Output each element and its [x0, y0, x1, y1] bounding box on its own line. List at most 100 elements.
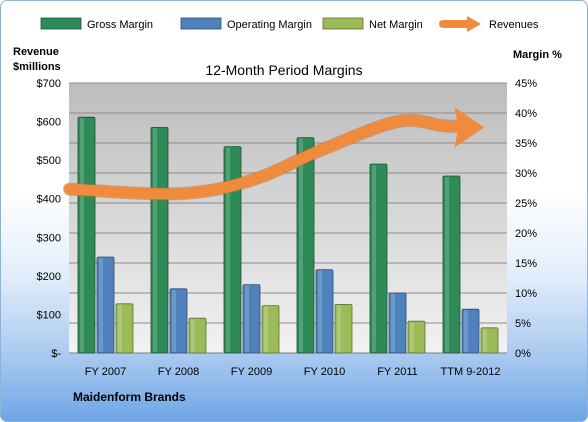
bar-operating-margin: [169, 288, 188, 354]
bar-highlight: [337, 305, 341, 352]
bar-body: [315, 269, 334, 354]
category-label: FY 2009: [231, 366, 272, 378]
bar-highlight: [410, 322, 414, 352]
bar-highlight: [483, 328, 487, 352]
legend-item: Net Margin: [322, 17, 423, 31]
bar-highlight: [80, 118, 84, 352]
bar-highlight: [464, 310, 468, 352]
legend-item: Revenues: [439, 16, 539, 32]
bar-highlight: [118, 304, 122, 352]
category-label: FY 2007: [85, 366, 126, 378]
bar-operating-margin: [461, 308, 480, 354]
bar-body: [77, 116, 96, 354]
bar-highlight: [264, 306, 268, 352]
left-tick-label: $400: [37, 194, 61, 206]
bar-body: [407, 320, 426, 354]
bar-highlight: [445, 177, 449, 352]
left-tick-label: $300: [37, 232, 61, 244]
bar-body: [169, 288, 188, 354]
bar-body: [115, 303, 134, 354]
right-axis-title: Margin %: [513, 49, 562, 61]
bar-body: [461, 308, 480, 354]
legend-swatch: [180, 17, 222, 30]
left-tick-label: $200: [37, 271, 61, 283]
right-tick-label: 10%: [515, 288, 537, 300]
bar-highlight: [172, 289, 176, 352]
category-label: FY 2011: [377, 366, 418, 378]
legend-swatch: [322, 17, 364, 30]
bar-net-margin: [407, 320, 426, 354]
legend-label: Revenues: [489, 19, 539, 31]
bar-body: [150, 127, 169, 354]
revenues-arrow-head: [454, 107, 485, 148]
bar-body: [223, 146, 242, 354]
bar-body: [369, 163, 388, 354]
category-label: FY 2010: [304, 366, 345, 378]
legend: Gross Margin Operating Margin Net Margin Re…: [40, 16, 539, 32]
bar-highlight: [99, 258, 103, 352]
bar-body: [242, 284, 261, 354]
bar-gross-margin: [77, 116, 96, 354]
left-axis-title-line1: Revenue: [13, 46, 59, 58]
right-tick-label: 30%: [515, 168, 537, 180]
right-tick-label: 15%: [515, 258, 537, 270]
bar-body: [96, 256, 115, 354]
bar-gross-margin: [223, 146, 242, 354]
bar-net-margin: [480, 327, 499, 354]
bar-net-margin: [334, 303, 353, 354]
bar-highlight: [245, 285, 249, 352]
bar-body: [480, 327, 499, 354]
right-tick-label: 0%: [515, 348, 531, 360]
right-tick-label: 20%: [515, 228, 537, 240]
bar-body: [334, 303, 353, 354]
chart-title: 12-Month Period Margins: [205, 62, 362, 78]
revenues-arrow-line: [64, 114, 470, 200]
plot-area: 0% 5% 10% 15% 20% 25% 30% 35% 40% 45% $- $100 $200 $3…: [37, 78, 538, 378]
category-label: FY 2008: [158, 366, 199, 378]
left-tick-label: $100: [37, 309, 61, 321]
bar-net-margin: [115, 303, 134, 354]
bar-highlight: [153, 128, 157, 352]
bar-highlight: [318, 270, 322, 352]
category-label: TTM 9-2012: [441, 366, 501, 378]
bar-highlight: [391, 294, 395, 352]
right-tick-label: 40%: [515, 108, 537, 120]
legend-item: Gross Margin: [40, 17, 153, 31]
left-axis-title: Revenue $millions: [13, 45, 61, 75]
bar-body: [261, 305, 280, 354]
bar-gross-margin: [369, 163, 388, 354]
left-axis-title-line2: $millions: [13, 61, 61, 73]
legend-item: Operating Margin: [180, 17, 312, 31]
left-tick-label: $700: [37, 78, 61, 90]
company-name: Maidenform Brands: [73, 390, 186, 404]
bar-operating-margin: [388, 292, 407, 354]
bar-body: [188, 317, 207, 354]
right-tick-label: 5%: [515, 318, 531, 330]
right-tick-label: 25%: [515, 198, 537, 210]
bar-net-margin: [261, 305, 280, 354]
right-tick-label: 35%: [515, 138, 537, 150]
bar-operating-margin: [242, 284, 261, 354]
legend-label: Operating Margin: [227, 19, 312, 31]
legend-arrow-head: [467, 16, 481, 32]
bar-highlight: [299, 138, 303, 352]
bar-operating-margin: [96, 256, 115, 354]
legend-label: Net Margin: [369, 19, 423, 31]
bar-body: [442, 175, 461, 354]
legend-swatch: [40, 17, 82, 30]
left-tick-label: $-: [51, 348, 61, 360]
left-tick-label: $600: [37, 117, 61, 129]
bar-operating-margin: [315, 269, 334, 354]
bar-gross-margin: [296, 137, 315, 354]
bar-highlight: [226, 147, 230, 352]
left-tick-label: $500: [37, 155, 61, 167]
bar-gross-margin: [442, 175, 461, 354]
legend-label: Gross Margin: [87, 19, 153, 31]
bar-body: [388, 292, 407, 354]
bar-highlight: [191, 319, 195, 352]
bar-gross-margin: [150, 127, 169, 354]
right-tick-label: 45%: [515, 78, 537, 90]
bar-highlight: [372, 165, 376, 352]
